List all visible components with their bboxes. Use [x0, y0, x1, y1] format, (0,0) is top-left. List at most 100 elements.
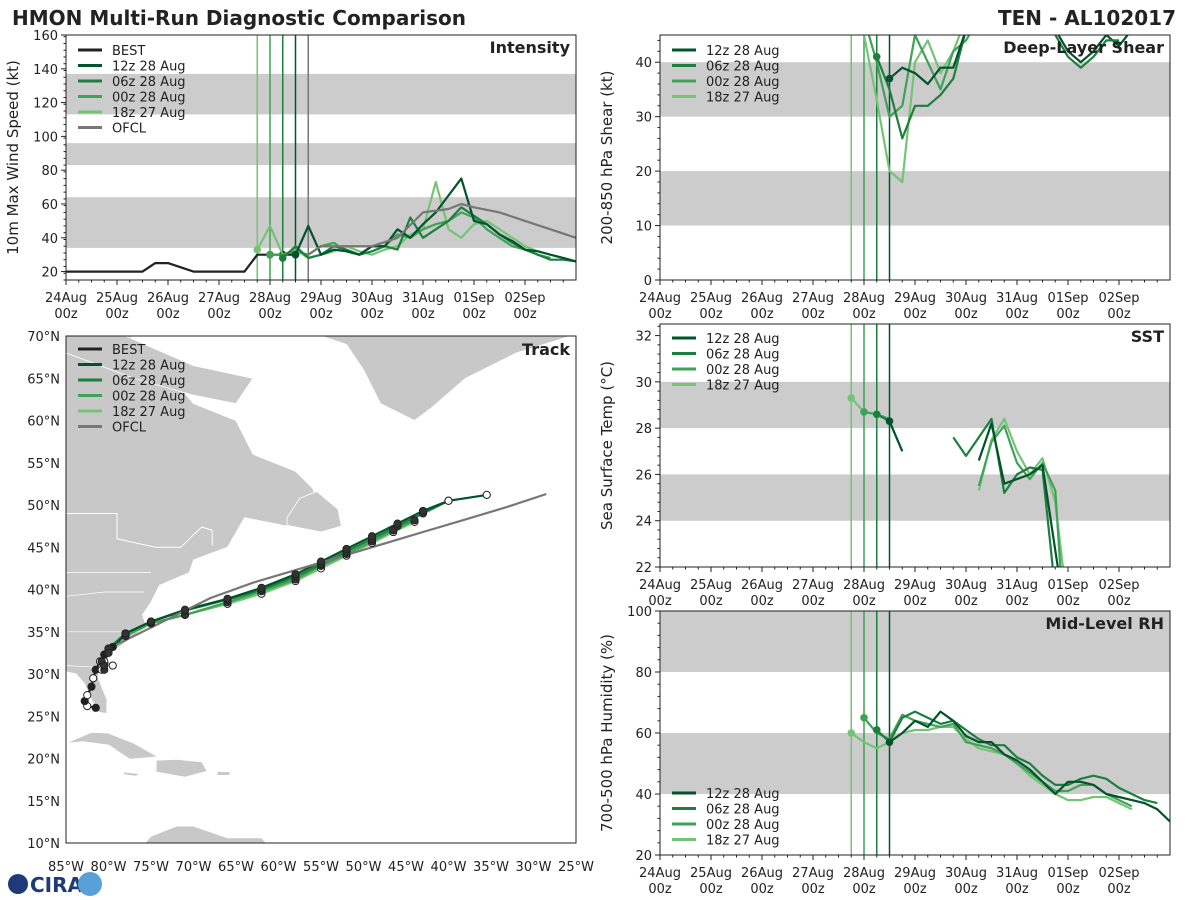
track-point-12z-28-aug	[121, 629, 130, 638]
lon-tick-label: 45°W	[388, 860, 424, 875]
x-tick-label-hour: 00z	[1056, 882, 1080, 897]
x-tick-label-date: 29Aug	[894, 578, 936, 593]
x-tick-label-date: 30Aug	[945, 578, 987, 593]
legend-label-00z-28-aug: 00z 28 Aug	[706, 75, 780, 90]
y-axis-label: 200-850 hPa Shear (kt)	[598, 71, 616, 245]
legend-label-06z-28-aug: 06z 28 Aug	[112, 75, 186, 90]
x-tick-label-date: 25Aug	[690, 578, 732, 593]
y-tick-label: 80	[635, 666, 652, 681]
series-line-12z-28-aug	[1057, 35, 1129, 64]
x-tick-label-date: 02Sep	[504, 291, 545, 306]
legend-label-00z-28-aug: 00z 28 Aug	[112, 390, 186, 405]
x-tick-label-date: 31Aug	[996, 578, 1038, 593]
x-tick-label-hour: 00z	[801, 882, 825, 897]
x-tick-label-hour: 00z	[1107, 307, 1131, 322]
series-line-12z-28-aug	[888, 420, 904, 452]
panel-title: Mid-Level RH	[1045, 614, 1164, 633]
lon-tick-label: 50°W	[346, 860, 382, 875]
x-tick-label-hour: 00z	[1005, 307, 1029, 322]
plot-area	[66, 35, 576, 280]
legend-label-ofcl: OFCL	[112, 421, 147, 436]
track-point-best	[83, 691, 92, 700]
x-tick-label-hour: 00z	[1107, 882, 1131, 897]
lon-tick-label: 30°W	[516, 860, 552, 875]
lon-tick-label: 70°W	[176, 860, 212, 875]
x-tick-label-hour: 00z	[750, 594, 774, 609]
lat-tick-label: 25°N	[27, 710, 60, 725]
data-point-06z-28-aug	[872, 52, 881, 61]
x-tick-label-hour: 00z	[801, 594, 825, 609]
y-tick-label: 140	[33, 63, 58, 78]
x-tick-label-date: 01Sep	[453, 291, 494, 306]
data-point-12z-28-aug	[291, 250, 300, 259]
track-point-12z-28-aug	[223, 594, 232, 603]
y-tick-label: 28	[635, 422, 652, 437]
legend-label-00z-28-aug: 00z 28 Aug	[706, 363, 780, 378]
track-point-12z-28-aug	[444, 496, 453, 505]
x-tick-label-date: 25Aug	[690, 866, 732, 881]
y-axis-label: Sea Surface Temp (°C)	[598, 361, 616, 530]
legend-label-00z-28-aug: 00z 28 Aug	[706, 818, 780, 833]
plot-area	[660, 324, 1170, 567]
sst-panel: 22242628303224Aug00z25Aug00z26Aug00z27Au…	[598, 323, 1171, 609]
x-tick-label-date: 31Aug	[996, 866, 1038, 881]
x-tick-label-hour: 00z	[852, 882, 876, 897]
x-tick-label-date: 26Aug	[741, 578, 783, 593]
x-tick-label-hour: 00z	[207, 307, 231, 322]
series-line-00z-28-aug	[867, 35, 971, 118]
x-tick-label-hour: 00z	[699, 594, 723, 609]
y-axis-label: 700-500 hPa Humidity (%)	[598, 634, 616, 832]
shaded-band	[66, 197, 576, 248]
series-line-ofcl	[307, 202, 576, 256]
x-tick-label-hour: 00z	[1005, 882, 1029, 897]
land-cuba	[66, 731, 160, 760]
data-point-18z-27-aug	[847, 729, 856, 737]
track-point-best	[89, 674, 98, 683]
lon-tick-label: 60°W	[261, 860, 297, 875]
x-tick-label-date: 02Sep	[1098, 866, 1139, 881]
data-point-12z-28-aug	[885, 417, 894, 426]
y-tick-label: 100	[627, 605, 652, 620]
legend-label-06z-28-aug: 06z 28 Aug	[706, 803, 780, 818]
legend-label-ofcl: OFCL	[112, 122, 147, 137]
y-tick-label: 32	[635, 330, 652, 345]
logo-text: CIRA	[30, 873, 84, 897]
data-point-06z-28-aug	[872, 726, 881, 734]
y-tick-label: 40	[635, 788, 652, 803]
data-point-00z-28-aug	[860, 713, 868, 722]
x-tick-label-hour: 00z	[954, 307, 978, 322]
series-line-best	[66, 253, 296, 273]
x-tick-label-date: 31Aug	[402, 291, 444, 306]
x-tick-label-hour: 00z	[513, 307, 537, 322]
storm-id: TEN - AL102017	[998, 6, 1176, 30]
border-us-canada	[66, 513, 213, 548]
x-tick-label-date: 30Aug	[945, 866, 987, 881]
land-south-america	[144, 825, 267, 843]
y-tick-label: 40	[635, 56, 652, 71]
data-point-00z-28-aug	[266, 250, 274, 259]
lat-tick-label: 15°N	[27, 795, 60, 810]
legend-label-best: BEST	[112, 343, 145, 358]
x-tick-label-date: 24Aug	[45, 291, 87, 306]
x-tick-label-date: 28Aug	[843, 291, 885, 306]
track-point-12z-28-aug	[291, 570, 300, 579]
track-point-12z-28-aug	[393, 519, 402, 528]
lat-tick-label: 55°N	[27, 457, 60, 472]
y-tick-label: 0	[644, 274, 652, 289]
x-tick-label-hour: 00z	[954, 882, 978, 897]
x-tick-label-hour: 00z	[903, 882, 927, 897]
lat-tick-label: 30°N	[27, 668, 60, 683]
x-tick-label-hour: 00z	[360, 307, 384, 322]
y-tick-label: 24	[635, 515, 652, 530]
lat-tick-label: 65°N	[27, 372, 60, 387]
lat-tick-label: 50°N	[27, 499, 60, 514]
land-baffin-island	[66, 336, 254, 405]
x-tick-label-hour: 00z	[156, 307, 180, 322]
plot-area	[660, 35, 1170, 280]
lat-tick-label: 45°N	[27, 541, 60, 556]
x-tick-label-date: 27Aug	[792, 578, 834, 593]
lat-tick-label: 70°N	[27, 330, 60, 345]
x-tick-label-hour: 00z	[750, 882, 774, 897]
legend-label-18z-27-aug: 18z 27 Aug	[706, 834, 780, 849]
y-tick-label: 60	[635, 727, 652, 742]
